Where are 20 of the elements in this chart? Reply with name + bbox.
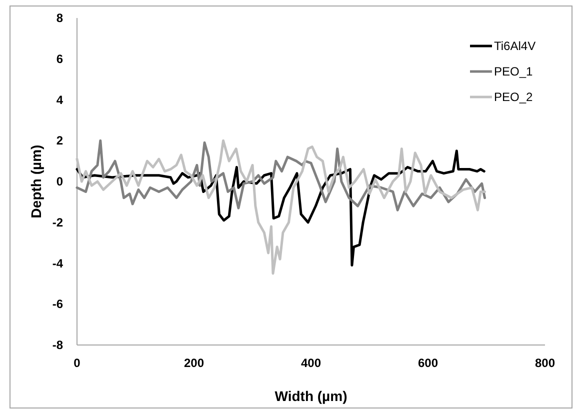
y-tick-label: 2 xyxy=(56,134,64,148)
y-tick-label: -8 xyxy=(52,338,64,352)
x-tick-label: 0 xyxy=(74,356,81,370)
legend-label: PEO_1 xyxy=(494,64,534,78)
y-tick-label: 6 xyxy=(56,52,64,66)
y-tick-label: -6 xyxy=(52,297,64,312)
legend-label: Ti6Al4V xyxy=(494,39,536,53)
y-tick-label: 0 xyxy=(56,174,64,188)
x-tick-label: 200 xyxy=(184,356,204,370)
x-axis-title: Width (µm) xyxy=(274,388,348,404)
y-tick-label: 4 xyxy=(56,92,64,107)
line-series xyxy=(76,139,486,212)
x-tick-label: 800 xyxy=(534,356,556,370)
y-tick-label: -2 xyxy=(52,215,64,230)
y-tick-label: -4 xyxy=(52,256,64,270)
legend-label: PEO_2 xyxy=(494,90,534,104)
y-tick-label: 8 xyxy=(56,11,64,25)
y-axis-title: Depth (µm) xyxy=(28,144,44,218)
x-tick-label: 400 xyxy=(300,356,322,370)
x-tick-label: 600 xyxy=(418,356,438,370)
